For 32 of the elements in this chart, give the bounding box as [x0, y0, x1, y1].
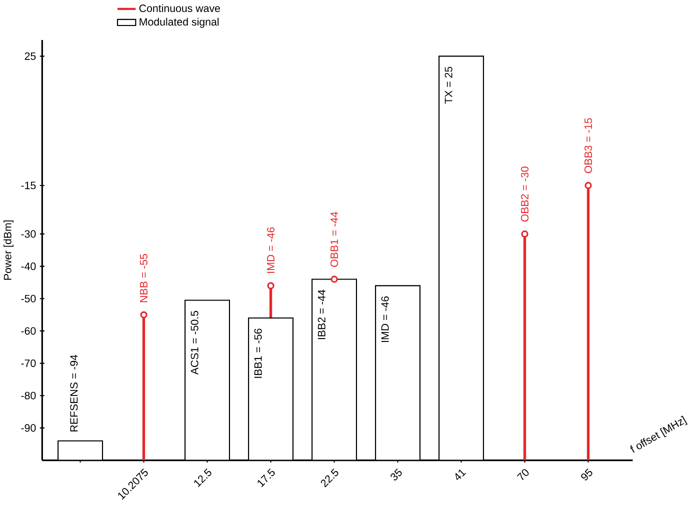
x-tick-label: 41 [455, 469, 466, 480]
data-label: OBB3 = -15 [584, 118, 592, 173]
point [521, 230, 528, 238]
y-tick-label: -60 [21, 327, 36, 335]
data-label: NBB = -55 [140, 254, 148, 302]
x-tick-label: 70 [516, 469, 529, 480]
y-tick-label: -80 [21, 392, 36, 400]
x-tick-label: 35 [390, 468, 402, 480]
y-axis-title: Power [dBm] [4, 220, 14, 280]
y-tick-label: -40 [21, 262, 36, 270]
x-tick-label: 95 [581, 468, 592, 480]
data-label: IMD = -46 [266, 227, 275, 273]
y-tick-label: -70 [21, 359, 36, 367]
y-tick-label: -50 [21, 294, 36, 302]
data-label: TX = 25 [444, 66, 452, 104]
data-label: IBB2 = -44 [318, 290, 326, 339]
legend-label: Modulated signal [140, 18, 219, 28]
data-label: IBB1 = -56 [254, 328, 262, 378]
data-label: OBB2 = -30 [520, 166, 529, 222]
data-label: ACS1 = -50.5 [190, 310, 198, 374]
data-label: REFSENS = -94 [70, 354, 78, 432]
data-label: IMD = -46 [381, 296, 389, 342]
point [140, 311, 148, 318]
y-tick-label: -15 [21, 182, 36, 189]
y-tick-label: -30 [21, 230, 36, 238]
y-tick-label: 25 [24, 52, 36, 60]
data-label: OBB1 = -44 [330, 212, 338, 267]
point [330, 275, 338, 283]
point [267, 282, 274, 290]
legend-label: Continuous wave [139, 4, 220, 12]
point [584, 182, 592, 189]
y-tick-label: -90 [21, 424, 36, 432]
